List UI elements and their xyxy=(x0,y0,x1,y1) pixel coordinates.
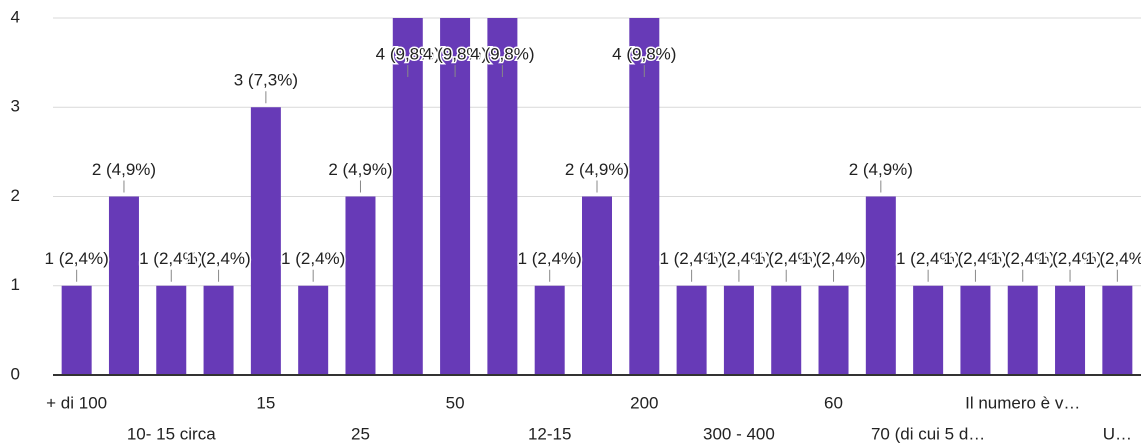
value-label: 4 (9,8%) xyxy=(376,44,440,63)
value-label: 2 (4,9%) xyxy=(92,160,156,179)
value-label: 1 (2,4%) xyxy=(45,249,109,268)
value-label: 1 (2,4%) xyxy=(1038,249,1102,268)
x-tick-label: 25 xyxy=(351,424,370,443)
bar xyxy=(913,285,944,375)
bar xyxy=(582,196,612,375)
value-label: 1 (2,4%) xyxy=(186,249,250,268)
bar xyxy=(865,196,896,375)
y-tick-label: 2 xyxy=(11,186,20,205)
bar xyxy=(1102,285,1133,375)
x-tick-label: 10- 15 circa xyxy=(127,424,216,443)
value-label: 2 (4,9%) xyxy=(849,160,913,179)
bar xyxy=(250,107,281,375)
y-tick-label: 0 xyxy=(11,364,20,383)
bar xyxy=(1055,285,1086,375)
value-label: 1 (2,4%) xyxy=(139,249,203,268)
value-label: 4 (9,8%) xyxy=(423,44,487,63)
bar xyxy=(61,285,92,375)
x-tick-label: 60 xyxy=(824,393,843,412)
x-tick-label: 50 xyxy=(446,393,465,412)
value-label: 4 (9,8%) xyxy=(470,44,534,63)
x-tick-label: Il numero è v… xyxy=(965,393,1080,412)
y-tick-label: 1 xyxy=(11,275,20,294)
value-label: 2 (4,9%) xyxy=(565,160,629,179)
bar xyxy=(818,285,849,375)
value-label: 1 (2,4%) xyxy=(801,249,865,268)
y-tick-label: 3 xyxy=(11,97,20,116)
bar xyxy=(771,285,802,375)
value-label: 1 (2,4%) xyxy=(896,249,960,268)
value-label: 1 (2,4%) xyxy=(281,249,345,268)
bar xyxy=(960,285,991,375)
bar xyxy=(392,18,423,375)
value-label: 1 (2,4%) xyxy=(707,249,771,268)
value-label: 1 (2,4%) xyxy=(754,249,818,268)
value-label: 4 (9,8%) xyxy=(612,44,676,63)
bar xyxy=(629,18,660,375)
bar xyxy=(440,18,471,375)
bar xyxy=(1007,285,1038,375)
x-tick-label: 200 xyxy=(630,393,658,412)
x-tick-label: + di 100 xyxy=(46,393,107,412)
x-tick-label: 300 - 400 xyxy=(703,424,775,443)
x-tick-label: U… xyxy=(1103,424,1132,443)
bar xyxy=(723,285,754,375)
bar xyxy=(156,285,187,375)
x-tick-label: 15 xyxy=(256,393,275,412)
bar xyxy=(298,285,329,375)
bar xyxy=(108,196,139,375)
bar xyxy=(487,18,518,375)
x-tick-label: 70 (di cui 5 d… xyxy=(871,424,985,443)
value-label: 1 (2,4%) xyxy=(659,249,723,268)
x-tick-label: 12-15 xyxy=(528,424,571,443)
y-tick-label: 4 xyxy=(11,7,20,26)
value-label: 3 (7,3%) xyxy=(234,71,298,90)
value-label: 1 (2,4%) xyxy=(1085,249,1141,268)
bar xyxy=(676,285,707,375)
bar xyxy=(345,196,376,375)
value-label: 1 (2,4%) xyxy=(991,249,1055,268)
value-label: 2 (4,9%) xyxy=(328,160,392,179)
value-label: 1 (2,4%) xyxy=(943,249,1007,268)
bar xyxy=(203,285,234,375)
value-label: 1 (2,4%) xyxy=(518,249,582,268)
bar xyxy=(534,285,565,375)
